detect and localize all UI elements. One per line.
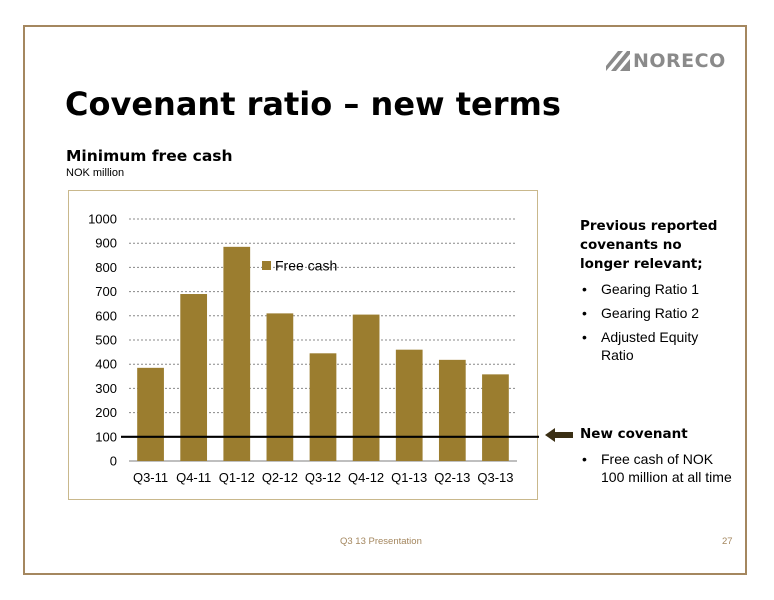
bar	[137, 367, 164, 461]
page-number: 27	[722, 536, 733, 547]
arrow-left-icon	[545, 428, 573, 442]
list-item: Gearing Ratio 1	[580, 280, 730, 298]
new-covenant-heading: New covenant	[580, 426, 688, 442]
chart-container: 0 100 200 300 400 500 600 700 800 900 1000 Q3-11 Q4-…	[68, 190, 539, 500]
bar-chart: 0 100 200 300 400 500 600 700 800 900 1000 Q3-11 Q4-…	[88, 212, 539, 485]
x-tick-label: Q2-13	[434, 470, 470, 485]
y-tick-label: 900	[95, 236, 117, 251]
x-tick-label: Q4-12	[348, 470, 384, 485]
y-tick-label: 500	[95, 333, 117, 348]
y-tick-label: 200	[95, 405, 117, 420]
list-item: Gearing Ratio 2	[580, 304, 730, 322]
y-tick-label: 100	[95, 429, 117, 444]
y-tick-label: 0	[110, 454, 117, 469]
previous-covenants-heading: Previous reported covenants no longer re…	[580, 218, 718, 272]
x-tick-label: Q2-12	[262, 470, 298, 485]
bar	[438, 359, 466, 461]
y-tick-label: 300	[95, 381, 117, 396]
logo: NORECO	[606, 50, 726, 72]
bar	[180, 294, 208, 461]
bar	[223, 246, 251, 461]
list-item: Free cash of NOK 100 million at all time	[580, 450, 740, 486]
y-tick-label: 800	[95, 260, 117, 275]
chart-subtitle: Minimum free cash	[66, 147, 233, 165]
page-title: Covenant ratio – new terms	[65, 85, 561, 123]
new-covenant-panel: New covenant Free cash of NOK 100 millio…	[580, 425, 740, 486]
y-tick-label: 1000	[88, 212, 117, 227]
logo-text: NORECO	[633, 50, 726, 72]
bar	[482, 374, 509, 461]
previous-covenants-list: Gearing Ratio 1 Gearing Ratio 2 Adjusted…	[580, 280, 730, 364]
bar	[266, 313, 294, 461]
previous-covenants-panel: Previous reported covenants no longer re…	[580, 217, 730, 364]
list-item: Adjusted Equity Ratio	[580, 328, 730, 364]
y-tick-label: 600	[95, 308, 117, 323]
bar	[309, 353, 337, 461]
legend-label: Free cash	[275, 258, 337, 274]
x-tick-label: Q3-11	[133, 470, 168, 485]
noreco-stripes-logo-icon	[606, 51, 630, 71]
chart-unit: NOK million	[66, 167, 125, 179]
x-tick-label: Q3-13	[477, 470, 513, 485]
legend-swatch	[262, 261, 271, 270]
x-tick-label: Q1-13	[391, 470, 427, 485]
bar	[352, 314, 380, 461]
y-tick-label: 400	[95, 357, 117, 372]
x-tick-label: Q1-12	[219, 470, 255, 485]
bar	[395, 349, 423, 461]
y-tick-label: 700	[95, 284, 117, 299]
footer-text: Q3 13 Presentation	[340, 536, 422, 547]
x-tick-label: Q3-12	[305, 470, 341, 485]
x-tick-label: Q4-11	[176, 470, 211, 485]
new-covenant-list: Free cash of NOK 100 million at all time	[580, 450, 740, 486]
slide-frame	[23, 25, 747, 575]
